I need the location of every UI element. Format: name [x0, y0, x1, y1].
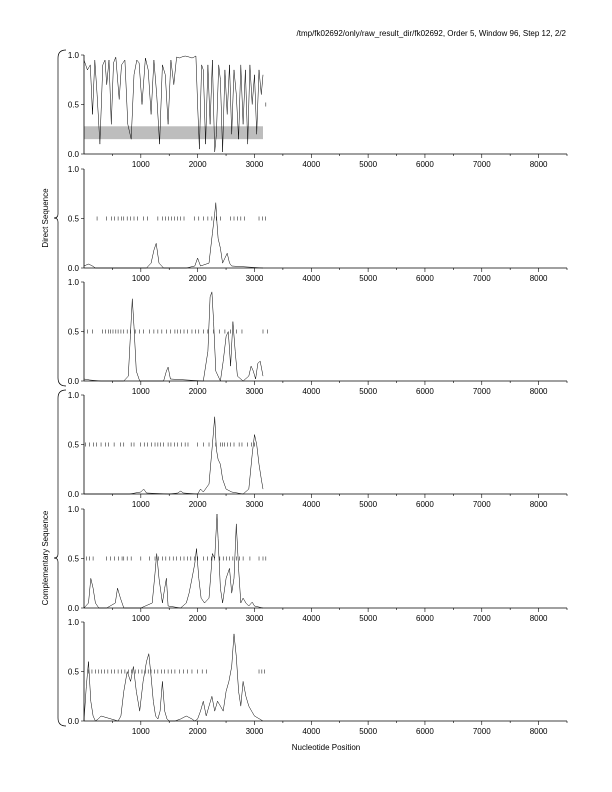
- x-tick-label: 3000: [246, 160, 264, 169]
- x-tick-label: 8000: [530, 727, 548, 736]
- y-tick-label: 0.0: [68, 264, 80, 273]
- highlight-band: [84, 126, 263, 140]
- panels: 0.0 0.5 1.0 1000 2000 3000 4000 5000 6000 7000 800…: [68, 51, 568, 736]
- x-tick-label: 5000: [359, 500, 377, 509]
- x-tick-label: 7000: [473, 160, 491, 169]
- y-tick-label: 1.0: [68, 505, 80, 514]
- x-tick-label: 7000: [473, 727, 491, 736]
- x-tick-label: 2000: [189, 160, 207, 169]
- coding-potential-trace: [83, 291, 264, 382]
- x-tick-label: 6000: [416, 727, 434, 736]
- group-brace: [53, 49, 67, 387]
- x-tick-label: 5000: [359, 160, 377, 169]
- panel-4: 0.0 0.5 1.0 1000 2000 3000 4000 5000 6000 7000 800…: [68, 391, 568, 509]
- y-tick-label: 0.5: [68, 668, 80, 677]
- coding-potential-trace: [83, 513, 264, 609]
- x-tick-label: 5000: [359, 274, 377, 283]
- x-tick-label: 4000: [302, 500, 320, 509]
- x-tick-label: 5000: [359, 387, 377, 396]
- group-braces: Direct Sequence Complementary Sequence: [41, 49, 67, 727]
- coding-potential-trace: [83, 633, 264, 722]
- x-tick-label: 1000: [132, 160, 150, 169]
- x-tick-label: 6000: [416, 387, 434, 396]
- y-tick-label: 0.5: [68, 215, 80, 224]
- y-tick-label: 0.5: [68, 441, 80, 450]
- x-tick-label: 7000: [473, 274, 491, 283]
- x-tick-label: 3000: [246, 274, 264, 283]
- x-tick-label: 4000: [302, 727, 320, 736]
- x-tick-label: 3000: [246, 500, 264, 509]
- group-label: Direct Sequence: [41, 188, 50, 248]
- x-tick-label: 4000: [302, 614, 320, 623]
- panel-2: 0.0 0.5 1.0 1000 2000 3000 4000 5000 6000 7000 800…: [68, 165, 568, 283]
- x-tick-label: 1000: [132, 500, 150, 509]
- x-tick-label: 7000: [473, 500, 491, 509]
- x-tick-label: 1000: [132, 614, 150, 623]
- x-tick-label: 1000: [132, 274, 150, 283]
- y-tick-label: 1.0: [68, 391, 80, 400]
- y-tick-label: 0.5: [68, 555, 80, 564]
- x-tick-label: 2000: [189, 500, 207, 509]
- x-tick-label: 3000: [246, 387, 264, 396]
- group-brace: [53, 389, 67, 727]
- x-tick-label: 2000: [189, 387, 207, 396]
- y-tick-label: 0.5: [68, 101, 80, 110]
- x-tick-label: 2000: [189, 274, 207, 283]
- y-tick-label: 0.5: [68, 328, 80, 337]
- x-tick-label: 5000: [359, 727, 377, 736]
- x-tick-label: 3000: [246, 727, 264, 736]
- x-tick-label: 8000: [530, 160, 548, 169]
- x-tick-label: 8000: [530, 387, 548, 396]
- x-tick-label: 8000: [530, 614, 548, 623]
- x-tick-label: 8000: [530, 500, 548, 509]
- y-tick-label: 0.0: [68, 150, 80, 159]
- coding-potential-trace: [83, 202, 264, 269]
- y-tick-label: 1.0: [68, 51, 80, 60]
- x-tick-label: 6000: [416, 274, 434, 283]
- y-tick-label: 1.0: [68, 618, 80, 627]
- y-tick-label: 0.0: [68, 490, 80, 499]
- panel-6: 0.0 0.5 1.0 1000 2000 3000 4000 5000 6000 7000 800…: [68, 618, 568, 736]
- x-tick-label: 2000: [189, 727, 207, 736]
- x-tick-label: 3000: [246, 614, 264, 623]
- panel-5: 0.0 0.5 1.0 1000 2000 3000 4000 5000 6000 7000 800…: [68, 505, 568, 623]
- y-tick-label: 0.0: [68, 604, 80, 613]
- x-tick-label: 8000: [530, 274, 548, 283]
- y-tick-label: 1.0: [68, 165, 80, 174]
- x-tick-label: 4000: [302, 387, 320, 396]
- x-tick-label: 1000: [132, 387, 150, 396]
- y-tick-label: 0.0: [68, 717, 80, 726]
- coding-potential-trace: [83, 55, 264, 153]
- x-tick-label: 6000: [416, 500, 434, 509]
- panel-1: 0.0 0.5 1.0 1000 2000 3000 4000 5000 6000 7000 800…: [68, 51, 568, 169]
- x-axis-label: Nucleotide Position: [292, 743, 360, 752]
- x-tick-label: 6000: [416, 160, 434, 169]
- x-tick-label: 4000: [302, 274, 320, 283]
- x-tick-label: 5000: [359, 614, 377, 623]
- x-tick-label: 4000: [302, 160, 320, 169]
- group-label: Complementary Sequence: [41, 510, 50, 605]
- page-header: /tmp/fk02692/only/raw_result_dir/fk02692…: [297, 29, 567, 38]
- x-tick-label: 1000: [132, 727, 150, 736]
- y-tick-label: 1.0: [68, 278, 80, 287]
- panel-3: 0.0 0.5 1.0 1000 2000 3000 4000 5000 6000 7000 800…: [68, 278, 568, 396]
- x-tick-label: 7000: [473, 614, 491, 623]
- x-tick-label: 2000: [189, 614, 207, 623]
- y-tick-label: 0.0: [68, 377, 80, 386]
- x-tick-label: 7000: [473, 387, 491, 396]
- coding-potential-trace: [84, 416, 264, 495]
- x-tick-label: 6000: [416, 614, 434, 623]
